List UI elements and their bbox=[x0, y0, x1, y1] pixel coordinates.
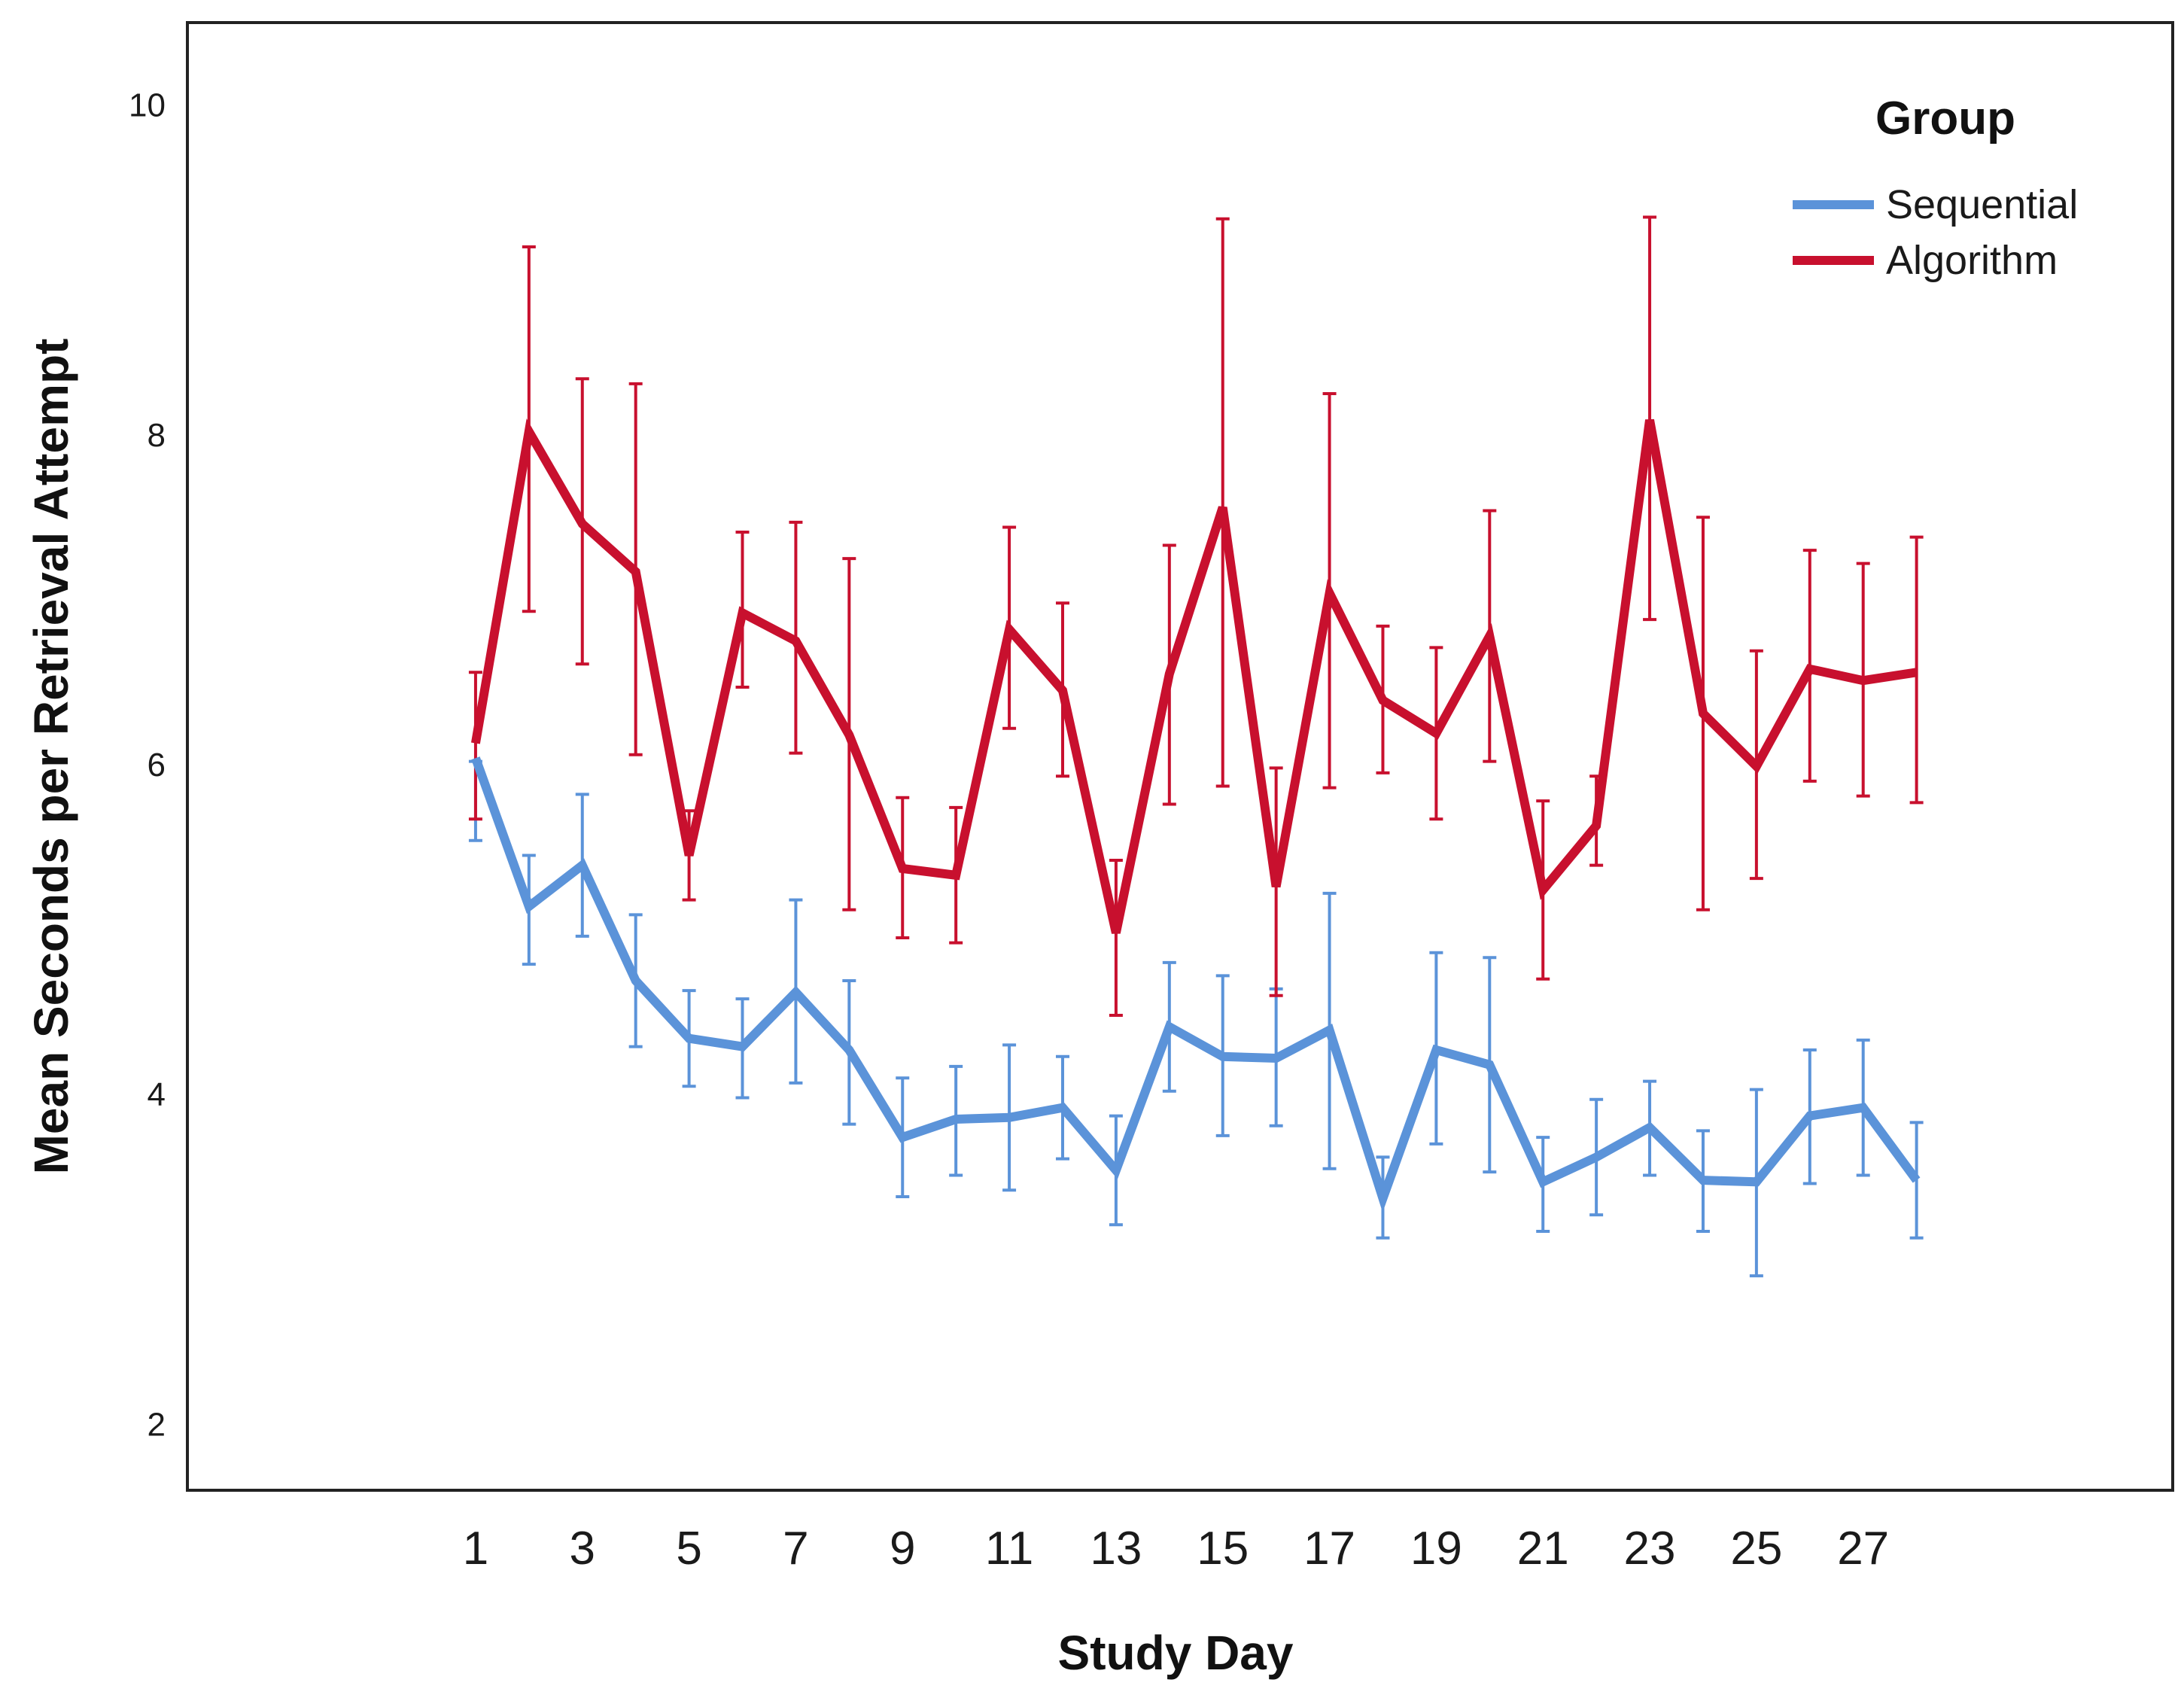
legend: Group Sequential Algorithm bbox=[1793, 93, 2078, 283]
legend-items: Sequential Algorithm bbox=[1793, 182, 2078, 283]
legend-label-sequential: Sequential bbox=[1886, 182, 2078, 227]
x-tick-label: 17 bbox=[1303, 1523, 1355, 1575]
legend-title: Group bbox=[1875, 93, 2015, 145]
x-tick-label: 13 bbox=[1090, 1523, 1142, 1575]
y-axis-ticks: 2 4 6 8 10 bbox=[129, 87, 166, 1444]
x-axis-ticks: 1 3 5 7 9 11 13 15 17 19 21 23 25 27 bbox=[463, 1523, 1889, 1575]
x-axis-title: Study Day bbox=[1058, 1626, 1294, 1680]
y-tick-label: 10 bbox=[129, 87, 166, 124]
x-tick-label: 19 bbox=[1410, 1523, 1462, 1575]
x-tick-label: 3 bbox=[570, 1523, 595, 1575]
series-lines bbox=[470, 418, 1921, 1213]
x-tick-label: 27 bbox=[1837, 1523, 1889, 1575]
plot-frame bbox=[186, 21, 2174, 1492]
x-tick-label: 7 bbox=[783, 1523, 808, 1575]
x-tick-label: 15 bbox=[1197, 1523, 1249, 1575]
y-tick-label: 6 bbox=[148, 747, 166, 784]
y-tick-label: 8 bbox=[148, 417, 166, 454]
y-tick-label: 4 bbox=[148, 1076, 166, 1113]
x-tick-label: 11 bbox=[985, 1523, 1033, 1575]
y-tick-label: 2 bbox=[148, 1406, 166, 1443]
y-axis-title: Mean Seconds per Retrieval Attempt bbox=[24, 339, 78, 1175]
x-tick-label: 25 bbox=[1730, 1523, 1782, 1575]
x-tick-label: 5 bbox=[676, 1523, 701, 1575]
x-tick-label: 21 bbox=[1517, 1523, 1569, 1575]
x-tick-label: 1 bbox=[463, 1523, 488, 1575]
legend-label-algorithm: Algorithm bbox=[1886, 238, 2058, 283]
series-line-algorithm bbox=[470, 418, 1918, 934]
series-line-sequential bbox=[471, 756, 1921, 1213]
x-tick-label: 23 bbox=[1624, 1523, 1676, 1575]
x-tick-label: 9 bbox=[890, 1523, 915, 1575]
